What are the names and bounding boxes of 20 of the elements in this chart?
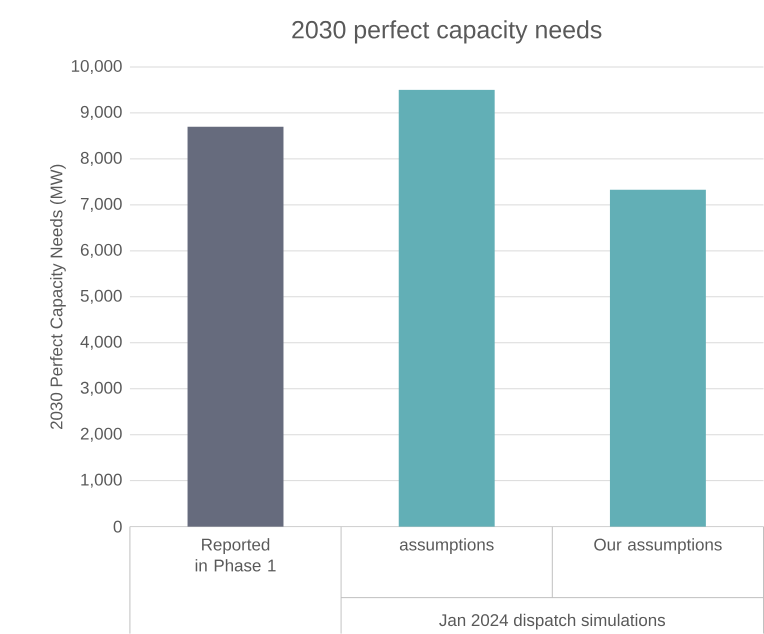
y-tick-label: 3,000 — [80, 382, 122, 396]
y-tick-label: 7,000 — [80, 198, 122, 212]
bar — [398, 90, 495, 527]
x-tick-label: Our assumptions — [594, 538, 722, 554]
y-tick-label: 5,000 — [80, 290, 122, 304]
y-tick-label: 1,000 — [81, 474, 122, 488]
y-tick-label: 4,000 — [80, 336, 122, 350]
y-tick-label: 2,000 — [80, 428, 122, 442]
y-tick-label: 8,000 — [80, 152, 122, 166]
x-tick-label: Reported in Phase 1 — [196, 538, 276, 572]
text: Jan 2024 dispatch simulations — [439, 614, 666, 630]
chart-title: 2030 perfect capacity needs — [292, 20, 602, 44]
y-tick-label: 9,000 — [80, 106, 122, 120]
y-tick-label: 6,000 — [80, 244, 122, 258]
bar — [610, 190, 706, 527]
y-axis-title: 2030 Perfect Capacity Needs (MW) — [50, 164, 66, 430]
y-tick-label: 10,000 — [72, 60, 122, 74]
x-tick-label: assumptions — [400, 538, 494, 554]
bar — [188, 126, 284, 527]
y-tick-label: 0 — [114, 520, 122, 533]
